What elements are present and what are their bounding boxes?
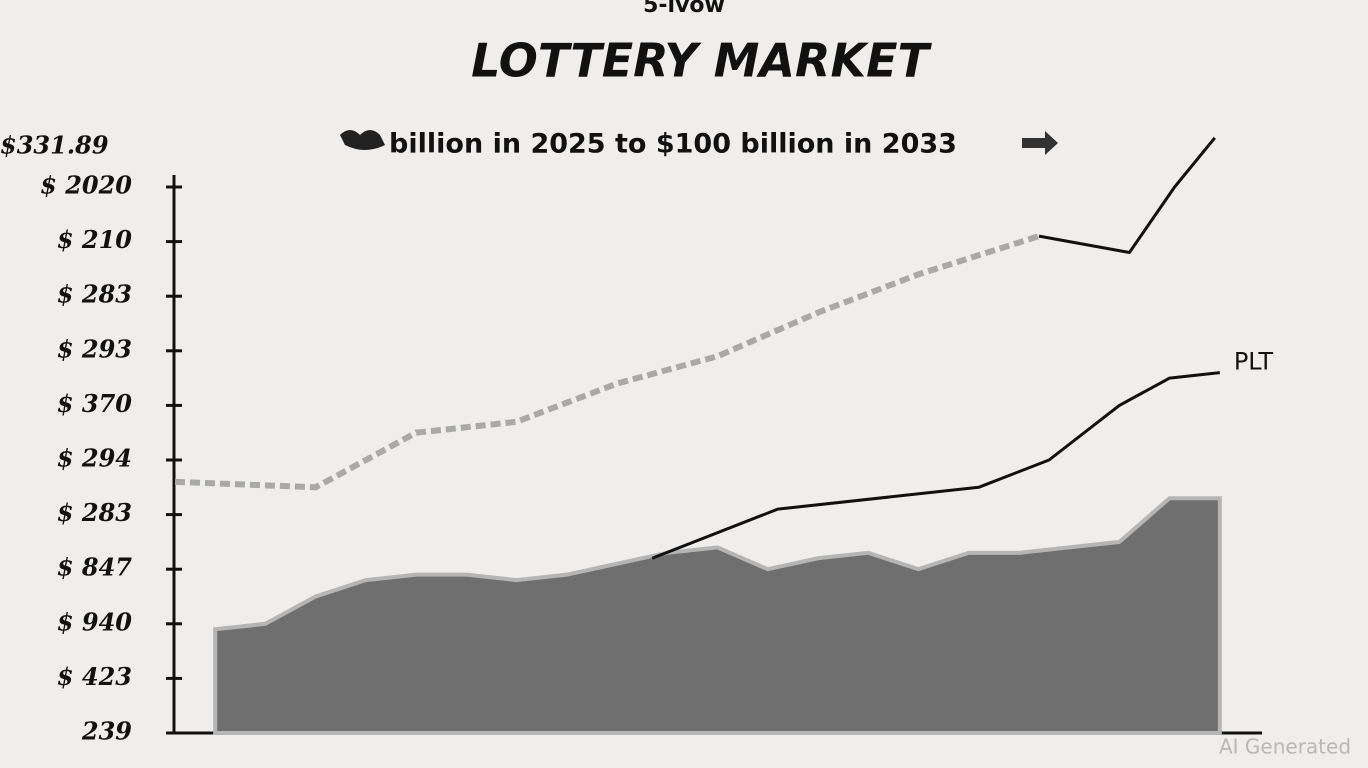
area (213, 496, 1222, 735)
y-tick-label: $ 940 (57, 607, 132, 636)
line-label: PLT (1234, 348, 1274, 376)
arrow-icon (1022, 131, 1058, 155)
money-icon (340, 130, 385, 150)
y-tick-label: $ 423 (57, 662, 132, 691)
y-tick-label: $ 283 (57, 498, 132, 527)
y-tick-label: $ 210 (57, 225, 132, 254)
y-tick-label: $ 847 (57, 553, 132, 582)
line (651, 371, 1220, 560)
y-tick-label: $ 370 (57, 389, 132, 418)
y-tick-label: $ 294 (57, 444, 132, 473)
y-tick-label: $ 293 (57, 334, 132, 363)
chart-title: LOTTERY MARKET (471, 34, 932, 88)
y-tick-label: $ 283 (57, 280, 132, 309)
supertitle: 5-ivow (643, 0, 725, 18)
corner-label: $331.89 (0, 131, 109, 160)
line (1038, 136, 1216, 255)
y-tick-label: 239 (81, 717, 132, 746)
y-tick-label: $ 2020 (40, 171, 132, 200)
subtitle: billion in 2025 to $100 billion in 2033 (389, 129, 957, 160)
watermark: AI Generated (1219, 735, 1351, 759)
